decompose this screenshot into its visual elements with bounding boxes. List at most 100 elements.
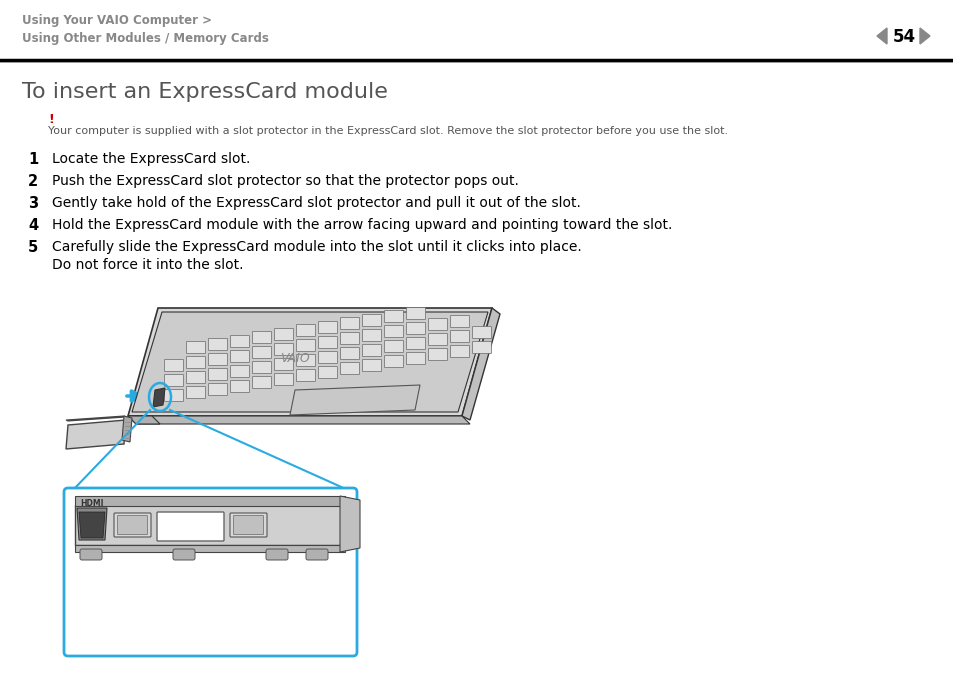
- FancyBboxPatch shape: [384, 326, 403, 338]
- FancyBboxPatch shape: [428, 334, 447, 346]
- Polygon shape: [919, 28, 929, 44]
- Text: 2: 2: [28, 174, 38, 189]
- Text: VAIO: VAIO: [280, 352, 310, 365]
- FancyBboxPatch shape: [209, 369, 227, 381]
- FancyBboxPatch shape: [340, 348, 359, 359]
- FancyBboxPatch shape: [233, 516, 263, 534]
- Text: HDMI: HDMI: [80, 499, 103, 508]
- FancyBboxPatch shape: [406, 307, 425, 319]
- FancyBboxPatch shape: [296, 355, 315, 367]
- FancyBboxPatch shape: [230, 513, 267, 537]
- FancyBboxPatch shape: [362, 315, 381, 326]
- FancyBboxPatch shape: [362, 344, 381, 357]
- FancyBboxPatch shape: [428, 348, 447, 361]
- FancyBboxPatch shape: [384, 340, 403, 353]
- Polygon shape: [75, 545, 345, 552]
- FancyBboxPatch shape: [318, 352, 337, 363]
- Polygon shape: [128, 308, 492, 416]
- Text: !: !: [48, 113, 53, 126]
- Polygon shape: [128, 416, 470, 424]
- FancyBboxPatch shape: [318, 321, 337, 334]
- FancyBboxPatch shape: [274, 359, 294, 371]
- FancyBboxPatch shape: [209, 353, 227, 365]
- Text: Hold the ExpressCard module with the arrow facing upward and pointing toward the: Hold the ExpressCard module with the arr…: [52, 218, 672, 232]
- FancyBboxPatch shape: [274, 373, 294, 386]
- FancyBboxPatch shape: [253, 361, 272, 373]
- Text: Carefully slide the ExpressCard module into the slot until it clicks into place.: Carefully slide the ExpressCard module i…: [52, 240, 581, 272]
- FancyBboxPatch shape: [274, 328, 294, 340]
- FancyBboxPatch shape: [450, 330, 469, 342]
- Text: 1: 1: [28, 152, 38, 167]
- Polygon shape: [79, 512, 105, 538]
- FancyBboxPatch shape: [318, 336, 337, 348]
- Text: Your computer is supplied with a slot protector in the ExpressCard slot. Remove : Your computer is supplied with a slot pr…: [48, 126, 727, 136]
- FancyBboxPatch shape: [428, 319, 447, 330]
- FancyBboxPatch shape: [253, 377, 272, 388]
- Polygon shape: [66, 420, 126, 449]
- Text: To insert an ExpressCard module: To insert an ExpressCard module: [22, 82, 388, 102]
- Text: Using Other Modules / Memory Cards: Using Other Modules / Memory Cards: [22, 32, 269, 45]
- FancyBboxPatch shape: [450, 346, 469, 357]
- Text: Locate the ExpressCard slot.: Locate the ExpressCard slot.: [52, 152, 250, 166]
- FancyBboxPatch shape: [296, 340, 315, 352]
- Polygon shape: [77, 508, 107, 540]
- FancyBboxPatch shape: [80, 549, 102, 560]
- FancyBboxPatch shape: [472, 326, 491, 338]
- Polygon shape: [75, 496, 345, 506]
- FancyBboxPatch shape: [340, 363, 359, 375]
- FancyBboxPatch shape: [186, 371, 205, 384]
- FancyBboxPatch shape: [186, 342, 205, 353]
- FancyBboxPatch shape: [64, 488, 356, 656]
- FancyBboxPatch shape: [117, 516, 148, 534]
- FancyBboxPatch shape: [406, 322, 425, 334]
- FancyBboxPatch shape: [253, 346, 272, 359]
- Polygon shape: [75, 505, 345, 545]
- Polygon shape: [152, 388, 165, 407]
- FancyBboxPatch shape: [406, 353, 425, 365]
- FancyBboxPatch shape: [472, 342, 491, 353]
- FancyBboxPatch shape: [306, 549, 328, 560]
- FancyBboxPatch shape: [231, 365, 250, 377]
- Polygon shape: [290, 385, 419, 415]
- Text: 54: 54: [891, 28, 915, 46]
- Polygon shape: [122, 416, 132, 442]
- Text: 4: 4: [28, 218, 38, 233]
- Polygon shape: [128, 416, 160, 424]
- FancyBboxPatch shape: [209, 384, 227, 396]
- FancyBboxPatch shape: [209, 338, 227, 350]
- FancyBboxPatch shape: [362, 359, 381, 371]
- FancyBboxPatch shape: [231, 381, 250, 392]
- FancyBboxPatch shape: [340, 317, 359, 330]
- Polygon shape: [876, 28, 886, 44]
- FancyBboxPatch shape: [266, 549, 288, 560]
- Polygon shape: [461, 308, 499, 420]
- FancyBboxPatch shape: [186, 357, 205, 369]
- FancyBboxPatch shape: [157, 512, 224, 541]
- FancyBboxPatch shape: [231, 350, 250, 363]
- Text: 5: 5: [28, 240, 38, 255]
- FancyBboxPatch shape: [296, 324, 315, 336]
- FancyBboxPatch shape: [296, 369, 315, 381]
- Text: 3: 3: [28, 196, 38, 211]
- Polygon shape: [339, 496, 359, 552]
- Text: Using Your VAIO Computer >: Using Your VAIO Computer >: [22, 14, 212, 27]
- FancyBboxPatch shape: [384, 355, 403, 367]
- Polygon shape: [132, 312, 488, 412]
- FancyBboxPatch shape: [172, 549, 194, 560]
- FancyBboxPatch shape: [186, 386, 205, 398]
- Polygon shape: [66, 416, 126, 421]
- FancyBboxPatch shape: [450, 315, 469, 328]
- Text: Push the ExpressCard slot protector so that the protector pops out.: Push the ExpressCard slot protector so t…: [52, 174, 518, 188]
- FancyBboxPatch shape: [406, 338, 425, 350]
- FancyBboxPatch shape: [164, 375, 183, 386]
- FancyBboxPatch shape: [362, 330, 381, 342]
- FancyBboxPatch shape: [164, 359, 183, 371]
- FancyBboxPatch shape: [253, 332, 272, 344]
- FancyBboxPatch shape: [384, 311, 403, 322]
- FancyBboxPatch shape: [274, 344, 294, 355]
- Text: Gently take hold of the ExpressCard slot protector and pull it out of the slot.: Gently take hold of the ExpressCard slot…: [52, 196, 580, 210]
- FancyBboxPatch shape: [164, 390, 183, 402]
- FancyBboxPatch shape: [231, 336, 250, 348]
- FancyBboxPatch shape: [340, 332, 359, 344]
- FancyBboxPatch shape: [318, 367, 337, 379]
